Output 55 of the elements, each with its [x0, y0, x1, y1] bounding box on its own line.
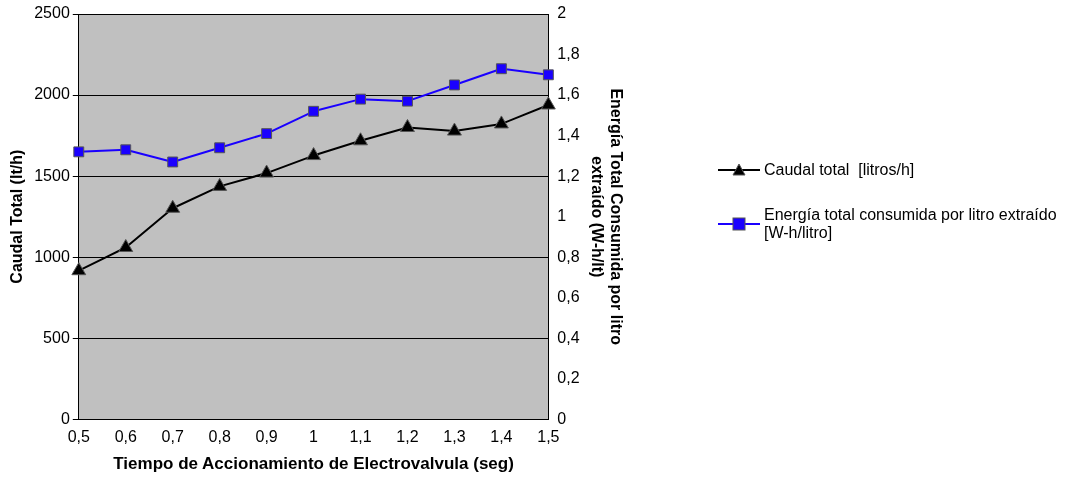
x-tick-label: 1,1 [349, 428, 372, 446]
x-tick-label: 1,4 [490, 428, 513, 446]
point [353, 132, 368, 146]
point [165, 199, 181, 213]
x-tick-label: 1 [309, 428, 319, 446]
point [355, 93, 366, 105]
x-axis-title: Tiempo de Accionamiento de Electrovalvula (seg) [113, 454, 514, 474]
y2-tick-label: 0,8 [557, 247, 580, 265]
point [167, 156, 179, 168]
y2-tick-label: 1,4 [557, 126, 580, 144]
y2-tick-label: 0,2 [557, 369, 580, 387]
x-tick-label: 1,5 [537, 428, 560, 446]
point [214, 142, 226, 154]
x-tick-label: 0,7 [161, 428, 184, 446]
y2-tick-label: 0 [557, 409, 567, 427]
point [495, 63, 507, 75]
y-tick-label: 1500 [34, 166, 70, 184]
point [400, 119, 415, 133]
y2-axis-title: Energía Total Consumida por litro extraído (W-h/lt) [588, 88, 625, 346]
point [71, 262, 87, 276]
point [540, 96, 556, 110]
point [308, 105, 320, 117]
y-tick-label: 1000 [34, 247, 70, 265]
y2-tick-label: 0,6 [557, 288, 580, 306]
y-axis-title: Caudal Total (lt/h) [8, 149, 26, 284]
point [542, 69, 554, 81]
y2-tick-label: 1,8 [557, 44, 580, 62]
point [449, 79, 460, 91]
y2-tick-label: 0,4 [557, 328, 580, 346]
point [73, 146, 85, 158]
point [493, 115, 509, 129]
legend-label: Energía total consumida por litro extraído [W-h/litro] [764, 206, 1058, 242]
point [259, 164, 275, 178]
point [120, 144, 132, 156]
y-tick-label: 500 [43, 328, 70, 346]
y2-tick-label: 2 [557, 4, 567, 22]
point [447, 122, 462, 136]
x-tick-label: 1,2 [396, 428, 419, 446]
point [212, 177, 228, 191]
y2-tick-label: 1,2 [557, 166, 580, 184]
x-tick-label: 1,3 [443, 428, 466, 446]
point [306, 147, 321, 161]
x-tick-label: 0,5 [67, 428, 91, 446]
legend-label: Caudal total [litros/h] [764, 161, 915, 179]
y-tick-label: 2000 [34, 85, 70, 103]
y2-tick-label: 1,6 [557, 85, 580, 103]
point [402, 95, 413, 107]
x-tick-label: 0,6 [114, 428, 137, 446]
y-tick-label: 2500 [34, 4, 70, 22]
x-tick-label: 0,9 [255, 428, 278, 446]
y2-tick-label: 1 [557, 207, 567, 225]
point [261, 128, 273, 140]
y-tick-label: 0 [60, 409, 70, 427]
x-tick-label: 0,8 [208, 428, 231, 446]
point [118, 239, 134, 253]
